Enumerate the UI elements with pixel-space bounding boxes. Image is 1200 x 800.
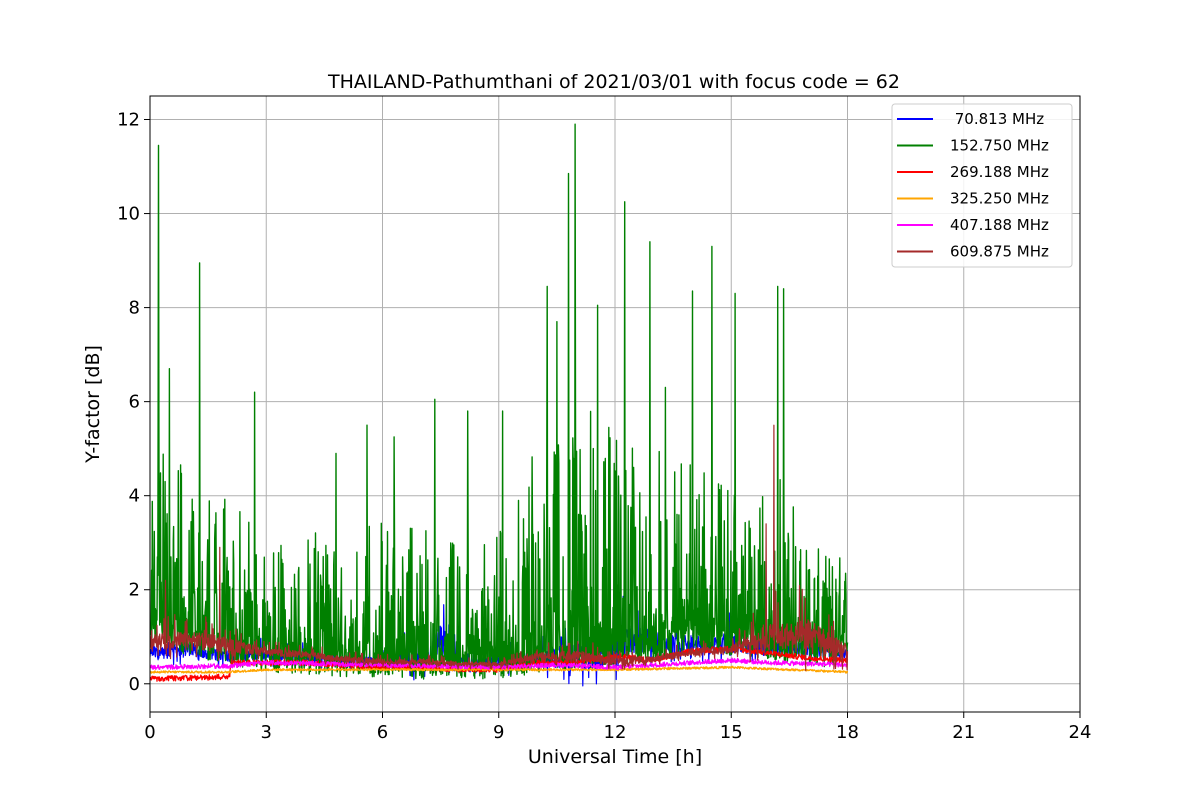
x-tick-label: 15	[720, 722, 743, 743]
series-line-325-250-mhz	[150, 665, 849, 674]
x-tick-label: 24	[1069, 722, 1092, 743]
x-tick-label: 21	[952, 722, 975, 743]
legend-label: 152.750 MHz	[950, 137, 1049, 155]
x-tick-label: 0	[144, 722, 155, 743]
legend-label: 70.813 MHz	[950, 110, 1044, 128]
grid	[149, 96, 1081, 712]
x-axis-ticks: 0 3 6 9 12 15 18 21 24	[144, 712, 1091, 743]
legend-items: 70.813 MHz 152.750 MHz 269.188 MHz 325.250 …	[897, 110, 1049, 261]
x-axis-label: Universal Time [h]	[528, 746, 702, 768]
series-layer	[150, 123, 849, 687]
legend-label: 609.875 MHz	[950, 243, 1049, 261]
series-line-152-750-mhz	[150, 123, 849, 680]
y-axis-ticks: 0 2 4 6 8 10 12	[117, 110, 150, 695]
y-tick-label: 4	[129, 486, 140, 507]
x-tick-label: 6	[377, 722, 388, 743]
chart-title: THAILAND-Pathumthani of 2021/03/01 with …	[327, 71, 900, 93]
series-line-407-188-mhz	[150, 657, 849, 671]
x-tick-label: 3	[261, 722, 272, 743]
y-tick-label: 2	[129, 580, 140, 601]
legend: 70.813 MHz 152.750 MHz 269.188 MHz 325.250 …	[891, 103, 1073, 268]
x-tick-label: 12	[604, 722, 627, 743]
y-tick-label: 0	[129, 674, 140, 695]
y-tick-label: 6	[129, 392, 140, 413]
legend-label: 269.188 MHz	[950, 163, 1049, 181]
legend-label: 325.250 MHz	[950, 190, 1049, 208]
y-tick-label: 10	[117, 204, 140, 225]
x-tick-label: 9	[493, 722, 504, 743]
x-tick-label: 18	[836, 722, 859, 743]
y-tick-label: 8	[129, 298, 140, 319]
series-line-609-875-mhz	[150, 424, 849, 672]
legend-label: 407.188 MHz	[950, 216, 1049, 234]
y-axis-label: Y-factor [dB]	[82, 345, 104, 464]
y-tick-label: 12	[117, 110, 140, 131]
legend-box	[891, 103, 1073, 268]
